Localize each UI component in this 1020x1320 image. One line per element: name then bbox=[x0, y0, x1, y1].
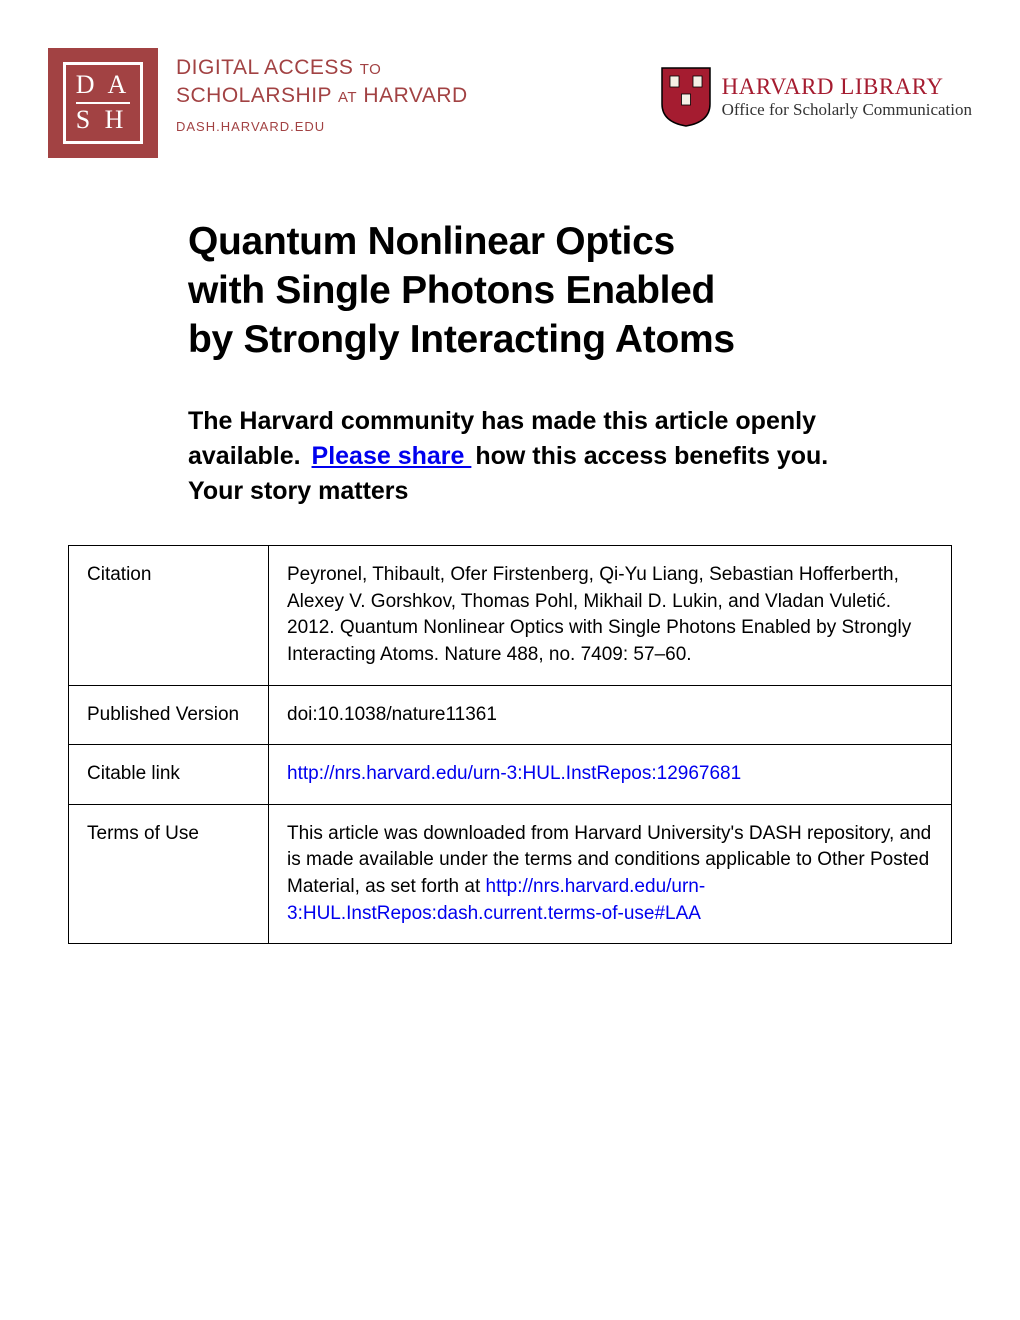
terms-label: Terms of Use bbox=[69, 804, 269, 943]
harvard-shield-icon bbox=[660, 66, 712, 128]
published-version-label: Published Version bbox=[69, 685, 269, 745]
dash-logo-icon: D A S H bbox=[48, 48, 158, 158]
title-line-1: Quantum Nonlinear Optics bbox=[188, 220, 675, 263]
citation-label: Citation bbox=[69, 546, 269, 685]
dash-url: DASH.HARVARD.EDU bbox=[176, 119, 468, 134]
citable-link-cell: http://nrs.harvard.edu/urn-3:HUL.InstRep… bbox=[269, 745, 952, 805]
table-row: Citable link http://nrs.harvard.edu/urn-… bbox=[69, 745, 952, 805]
dash-logo-row2: S H bbox=[76, 106, 131, 135]
harvard-library-subtitle: Office for Scholarly Communication bbox=[722, 100, 972, 120]
article-title: Quantum Nonlinear Optics with Single Pho… bbox=[188, 218, 972, 364]
terms-cell: This article was downloaded from Harvard… bbox=[269, 804, 952, 943]
page-header: D A S H DIGITAL ACCESS TO SCHOLARSHIP AT… bbox=[48, 48, 972, 158]
dash-tagline-2: SCHOLARSHIP AT HARVARD bbox=[176, 82, 468, 110]
dash-tagline-1: DIGITAL ACCESS TO bbox=[176, 54, 468, 82]
harvard-branding: HARVARD LIBRARY Office for Scholarly Com… bbox=[660, 48, 972, 128]
metadata-table: Citation Peyronel, Thibault, Ofer Firste… bbox=[68, 545, 952, 944]
citable-link-label: Citable link bbox=[69, 745, 269, 805]
table-row: Citation Peyronel, Thibault, Ofer Firste… bbox=[69, 546, 952, 685]
table-row: Published Version doi:10.1038/nature1136… bbox=[69, 685, 952, 745]
dash-logo-row1: D A bbox=[76, 71, 131, 104]
harvard-text-block: HARVARD LIBRARY Office for Scholarly Com… bbox=[722, 74, 972, 120]
open-access-statement: The Harvard community has made this arti… bbox=[188, 404, 872, 509]
citable-link[interactable]: http://nrs.harvard.edu/urn-3:HUL.InstRep… bbox=[287, 763, 741, 784]
published-version-value: doi:10.1038/nature11361 bbox=[269, 685, 952, 745]
table-row: Terms of Use This article was downloaded… bbox=[69, 804, 952, 943]
please-share-link[interactable]: Please share bbox=[308, 442, 476, 470]
citation-value: Peyronel, Thibault, Ofer Firstenberg, Qi… bbox=[269, 546, 952, 685]
title-line-2: with Single Photons Enabled bbox=[188, 269, 715, 312]
title-line-3: by Strongly Interacting Atoms bbox=[188, 318, 735, 361]
dash-text-block: DIGITAL ACCESS TO SCHOLARSHIP AT HARVARD… bbox=[176, 48, 468, 134]
dash-branding: D A S H DIGITAL ACCESS TO SCHOLARSHIP AT… bbox=[48, 48, 468, 158]
harvard-library-title: HARVARD LIBRARY bbox=[722, 74, 972, 100]
